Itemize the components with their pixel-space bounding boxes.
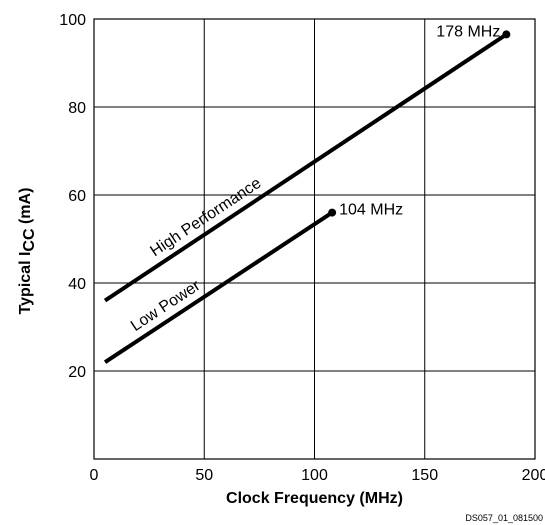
x-tick-label: 150 (411, 467, 438, 484)
x-axis-title: Clock Frequency (MHz) (226, 490, 403, 507)
series-line (103, 32, 508, 303)
figure-id: DS057_01_081500 (465, 513, 543, 523)
y-axis-title: Typical ICC (mA) (17, 188, 38, 315)
y-tick-label: 20 (68, 364, 86, 381)
y-axis-title-main: Typical I (17, 252, 34, 315)
y-axis-title-subscript: CC (21, 228, 38, 252)
grid (94, 19, 535, 459)
y-tick-label: 80 (68, 100, 86, 117)
y-tick-label: 100 (59, 12, 86, 29)
y-tick-label: 60 (68, 188, 86, 205)
x-tick-label: 50 (195, 467, 213, 484)
series-end-marker (502, 30, 511, 39)
y-tick-label: 40 (68, 276, 86, 293)
x-tick-label: 0 (90, 467, 99, 484)
series-end-label: 178 MHz (436, 23, 500, 40)
x-tick-label: 200 (522, 467, 545, 484)
x-tick-label: 100 (301, 467, 328, 484)
series-line (103, 210, 334, 364)
tick-labels: 0 50 100 150 200 20 40 60 80 100 (59, 12, 545, 484)
series-name-label: High Performance (147, 175, 264, 261)
series-end-marker (328, 208, 337, 217)
y-axis-title-unit: (mA) (17, 188, 34, 229)
series-end-label: 104 MHz (339, 202, 403, 219)
